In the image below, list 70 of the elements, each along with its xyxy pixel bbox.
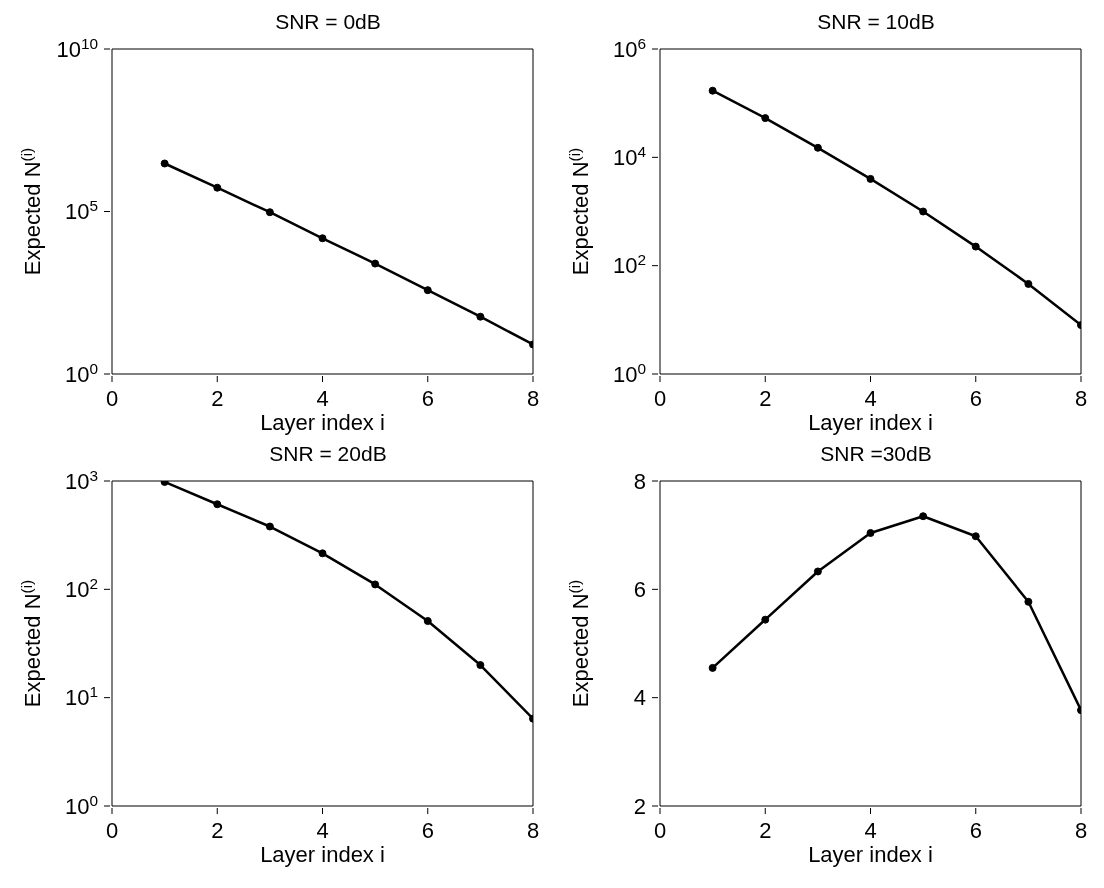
point xyxy=(761,114,770,123)
point xyxy=(813,567,822,576)
point xyxy=(866,529,875,537)
x-tick-label: 4 xyxy=(316,385,329,411)
point xyxy=(1024,597,1033,606)
x-tick-label: 2 xyxy=(211,817,224,843)
point xyxy=(476,312,485,321)
x-tick-label: 0 xyxy=(105,385,119,411)
x-tick-label: 0 xyxy=(653,385,667,411)
point xyxy=(213,183,222,192)
point xyxy=(813,143,822,152)
chart-title: SNR =30dB xyxy=(819,441,933,467)
chart-title: SNR = 10dB xyxy=(816,9,936,35)
point xyxy=(919,512,928,521)
x-tick-label: 2 xyxy=(759,817,772,843)
y-tick-label: 10$^{1}$ xyxy=(64,682,98,711)
y-tick-label: 10$^{5}$ xyxy=(64,196,98,225)
point xyxy=(318,549,327,558)
y-tick-label: 10$^{10}$ xyxy=(56,34,98,62)
point xyxy=(371,580,380,589)
x-tick-label: 6 xyxy=(421,385,434,411)
y-tick-label: 2 xyxy=(633,793,646,819)
point xyxy=(708,663,717,672)
x-axis-title: Layer index i xyxy=(260,410,385,435)
chart-title: SNR = 0dB xyxy=(274,9,382,35)
y-tick-label: 10$^{2}$ xyxy=(612,250,646,279)
point xyxy=(265,522,274,531)
point xyxy=(213,500,222,509)
x-tick-label: 8 xyxy=(1074,817,1088,843)
point xyxy=(761,615,770,624)
x-tick-label: 8 xyxy=(1074,385,1088,411)
point xyxy=(919,207,928,216)
x-tick-label: 2 xyxy=(759,385,772,411)
y-tick-label: 10$^{0}$ xyxy=(64,791,98,819)
x-tick-label: 4 xyxy=(864,817,877,843)
point xyxy=(265,208,274,217)
x-axis-title: Layer index i xyxy=(808,842,933,867)
x-tick-label: 4 xyxy=(864,385,877,411)
y-tick-label: 6 xyxy=(633,577,646,603)
chart-title: SNR = 20dB xyxy=(268,441,388,467)
x-tick-label: 2 xyxy=(211,385,224,411)
point xyxy=(423,286,432,295)
y-tick-label: 10$^{0}$ xyxy=(612,359,646,387)
x-axis-title: Layer index i xyxy=(260,842,385,867)
y-tick-label: 10$^{3}$ xyxy=(64,466,98,494)
y-tick-label: 10$^{2}$ xyxy=(64,574,98,603)
point xyxy=(423,617,432,626)
x-tick-label: 6 xyxy=(421,817,434,843)
point xyxy=(476,661,485,670)
point xyxy=(971,532,980,541)
x-axis-title: Layer index i xyxy=(808,410,933,435)
y-tick-label: 8 xyxy=(633,468,646,494)
point xyxy=(866,174,875,183)
point xyxy=(318,234,327,243)
x-tick-label: 0 xyxy=(653,817,667,843)
point xyxy=(160,159,169,168)
x-tick-label: 0 xyxy=(105,817,119,843)
y-tick-label: 10$^{0}$ xyxy=(64,359,98,387)
x-tick-label: 8 xyxy=(526,817,540,843)
point xyxy=(971,242,980,251)
x-tick-label: 4 xyxy=(316,817,329,843)
point xyxy=(371,259,380,268)
point xyxy=(1024,279,1033,288)
x-tick-label: 8 xyxy=(526,385,540,411)
point xyxy=(708,86,717,95)
x-tick-label: 6 xyxy=(969,817,982,843)
y-tick-label: 10$^{4}$ xyxy=(612,142,647,171)
y-tick-label: 10$^{6}$ xyxy=(612,34,646,62)
x-tick-label: 6 xyxy=(969,385,982,411)
y-tick-label: 4 xyxy=(633,685,646,711)
